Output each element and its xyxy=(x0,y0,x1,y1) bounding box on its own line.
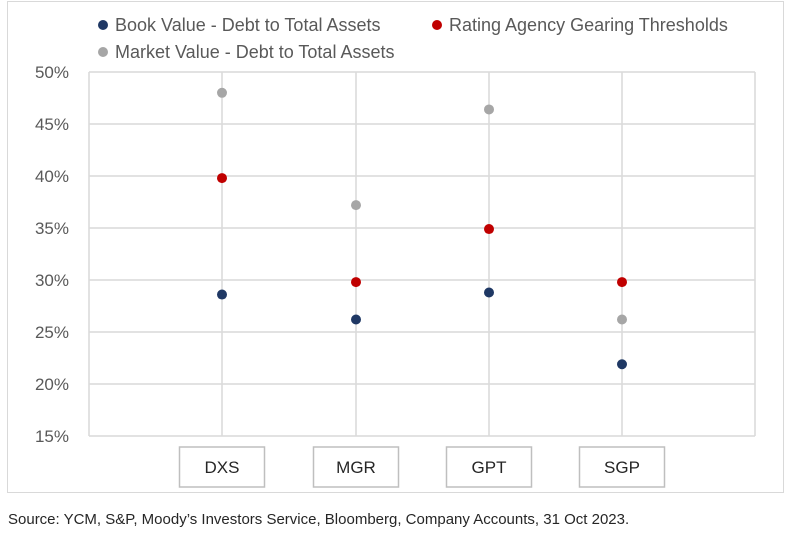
legend-label: Book Value - Debt to Total Assets xyxy=(115,15,380,35)
category-label: GPT xyxy=(472,458,507,477)
data-point xyxy=(484,104,494,115)
category-box xyxy=(178,446,266,488)
data-point xyxy=(217,289,227,300)
data-point xyxy=(217,87,227,98)
legend: Book Value - Debt to Total Assets Rating … xyxy=(98,15,728,62)
legend-label: Rating Agency Gearing Thresholds xyxy=(449,15,728,35)
legend-label: Market Value - Debt to Total Assets xyxy=(115,42,394,62)
category-box xyxy=(312,446,400,488)
y-tick-label: 50% xyxy=(35,63,69,82)
category-box xyxy=(445,446,533,488)
legend-marker xyxy=(432,20,442,30)
category-label: MGR xyxy=(336,458,376,477)
y-tick-label: 45% xyxy=(35,115,69,134)
chart: 15% 20% 25% 30% 35% 40% 45% 50% DXS MGR GPT SGP Bo… xyxy=(35,15,756,488)
category-box xyxy=(578,446,666,488)
legend-marker xyxy=(98,47,108,57)
chart-frame xyxy=(7,1,784,493)
category-label: DXS xyxy=(205,458,240,477)
data-point xyxy=(484,287,494,298)
y-tick-label: 25% xyxy=(35,323,69,342)
y-tick-label: 15% xyxy=(35,427,69,446)
data-point xyxy=(217,173,227,184)
category-label: SGP xyxy=(604,458,640,477)
y-axis-ticks: 15% 20% 25% 30% 35% 40% 45% 50% xyxy=(35,63,69,446)
y-tick-label: 20% xyxy=(35,375,69,394)
data-point xyxy=(617,314,627,325)
data-point xyxy=(484,224,494,235)
data-point xyxy=(351,314,361,325)
source-note: Source: YCM, S&P, Moody’s Investors Serv… xyxy=(8,511,630,528)
data-point xyxy=(351,200,361,211)
y-tick-label: 40% xyxy=(35,167,69,186)
grid xyxy=(88,71,756,437)
y-tick-label: 30% xyxy=(35,271,69,290)
data-point xyxy=(351,277,361,288)
data-point xyxy=(617,277,627,288)
data-points xyxy=(217,87,627,370)
legend-marker xyxy=(98,20,108,30)
y-tick-label: 35% xyxy=(35,219,69,238)
category-labels: DXS MGR GPT SGP xyxy=(178,446,666,488)
data-point xyxy=(617,359,627,370)
